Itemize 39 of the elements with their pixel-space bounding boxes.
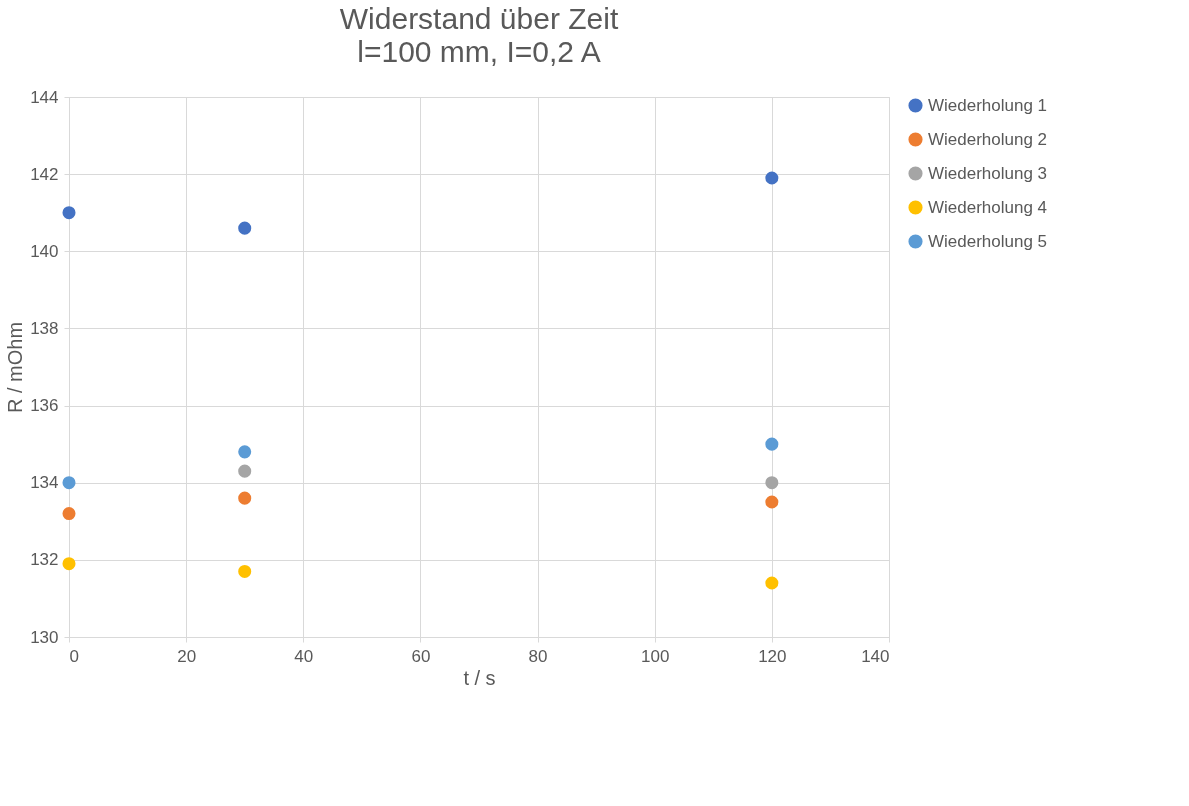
point: [765, 437, 779, 451]
point: [238, 464, 252, 478]
point: [62, 476, 76, 490]
x-axis-title: t / s: [463, 666, 496, 689]
x-tick-label: 20: [177, 646, 197, 666]
y-tick-label: 138: [30, 318, 59, 338]
point: [238, 491, 252, 505]
point: [62, 206, 76, 220]
chart-subtitle: l=100 mm, I=0,2 A: [357, 35, 601, 68]
x-tick-label: 0: [69, 646, 79, 666]
legend-label: Wiederholung 3: [928, 163, 1048, 183]
chart-title: Widerstand über Zeit: [339, 2, 619, 35]
point: [238, 564, 252, 578]
point: [765, 171, 779, 185]
y-tick-label: 132: [30, 550, 59, 570]
point: [62, 557, 76, 571]
point: [238, 445, 252, 459]
point: [765, 476, 779, 490]
y-tick-label: 142: [30, 164, 59, 184]
legend-label: Wiederholung 2: [928, 129, 1048, 149]
x-tick-label: 140: [861, 646, 890, 666]
point: [238, 221, 252, 235]
y-tick-label: 136: [30, 396, 59, 416]
point: [62, 507, 76, 521]
y-tick-label: 134: [30, 473, 59, 493]
x-tick-label: 100: [641, 646, 670, 666]
x-tick-label: 60: [411, 646, 431, 666]
legend-label: Wiederholung 4: [928, 197, 1048, 217]
y-tick-label: 130: [30, 627, 59, 647]
y-axis-title: R / mOhm: [4, 321, 27, 414]
y-tick-label: 144: [30, 87, 59, 107]
x-tick-label: 80: [528, 646, 548, 666]
x-tick-label: 120: [758, 646, 787, 666]
legend-label: Wiederholung 1: [928, 95, 1048, 115]
y-tick-label: 140: [30, 241, 59, 261]
legend-label: Wiederholung 5: [928, 231, 1048, 251]
x-tick-label: 40: [294, 646, 314, 666]
point: [765, 576, 779, 590]
point: [765, 495, 779, 509]
